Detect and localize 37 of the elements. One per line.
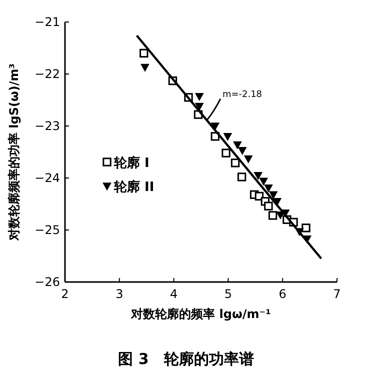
point <box>222 148 230 158</box>
point <box>140 64 150 72</box>
x-tick-label: 4 <box>170 287 178 301</box>
annotation: m=-2.18 <box>222 90 262 100</box>
x-tick-label: 2 <box>61 287 69 301</box>
x-tick-label: 6 <box>278 287 286 301</box>
point <box>302 224 310 232</box>
x-axis-title: 对数轮廓的频率 lgω/m⁻¹ <box>130 307 271 321</box>
point <box>238 147 246 155</box>
point <box>140 48 148 58</box>
point <box>264 184 273 192</box>
point <box>211 122 220 130</box>
point <box>264 202 273 210</box>
legend-label: 轮廓 I <box>113 155 150 171</box>
point <box>233 141 242 149</box>
x-tick-label: 5 <box>224 287 232 301</box>
y-tick-label: −25 <box>34 223 60 237</box>
y-tick-label: −23 <box>34 119 60 133</box>
x-tick-label: 3 <box>116 287 124 301</box>
x-tick-label: 7 <box>333 287 341 301</box>
point <box>268 211 278 220</box>
point <box>237 172 246 182</box>
point <box>195 92 204 100</box>
y-tick-label: −22 <box>34 67 60 81</box>
text: 图 3 轮廓的功率谱 <box>118 350 254 368</box>
legend-label: 轮廓 II <box>113 179 154 195</box>
y-tick-label: −26 <box>34 275 60 289</box>
point <box>224 133 232 140</box>
y-tick-label: −24 <box>34 171 60 185</box>
y-axis-title: 对数轮廓频率的功率 lgS(ω)/m³ <box>7 63 21 242</box>
point <box>244 155 252 163</box>
point <box>195 102 204 110</box>
point <box>230 158 240 168</box>
point <box>259 178 268 186</box>
y-tick-label: −21 <box>34 15 60 29</box>
point <box>254 172 262 180</box>
point <box>269 191 278 199</box>
